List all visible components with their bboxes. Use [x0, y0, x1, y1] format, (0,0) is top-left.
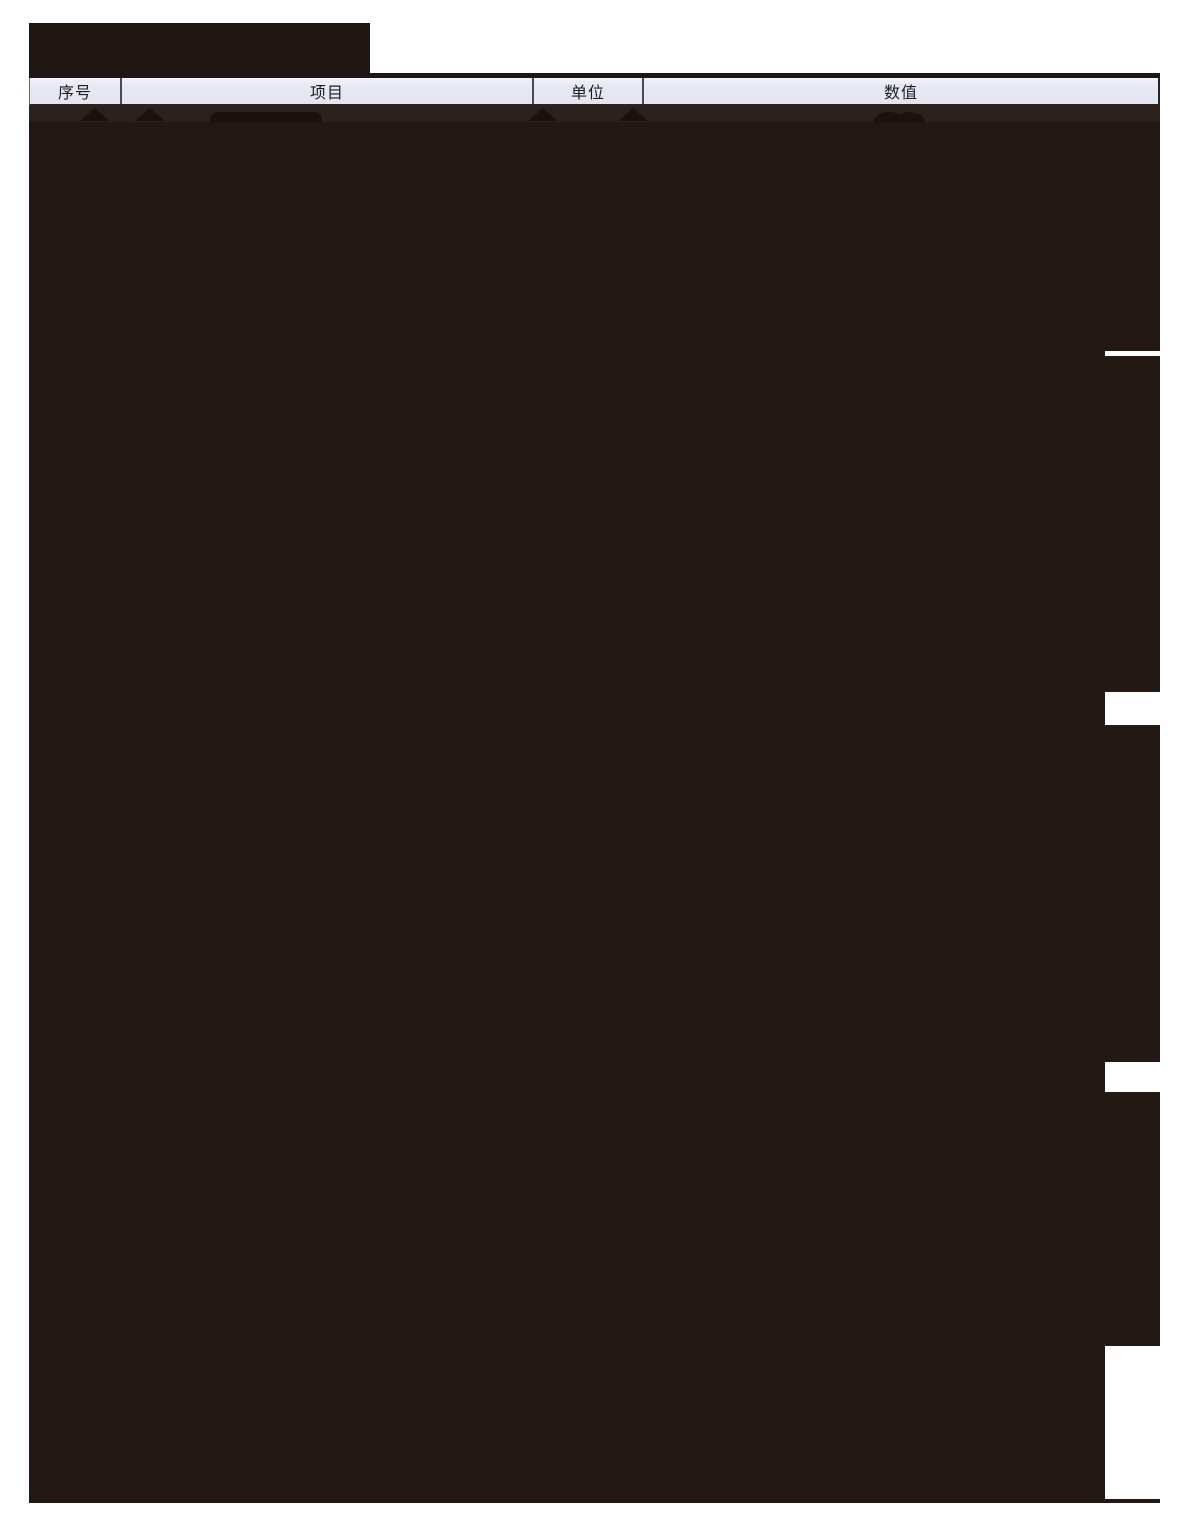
redaction-bump	[873, 112, 905, 123]
redaction-bump	[80, 108, 110, 121]
redaction-bump	[210, 112, 322, 123]
redaction-block-right-2	[1105, 356, 1160, 692]
redaction-bump	[528, 108, 558, 121]
column-header-item: 项目	[120, 78, 532, 104]
redaction-block-right-3	[1105, 725, 1160, 1062]
redaction-bump	[135, 108, 165, 121]
column-header-serial-number: 序号	[30, 78, 120, 104]
column-header-value: 数值	[642, 78, 1158, 104]
redaction-top-band	[29, 106, 1160, 122]
redaction-bump	[618, 108, 648, 121]
header-top-rule	[29, 73, 1160, 78]
table-bottom-border	[1105, 1499, 1160, 1503]
title-redaction-block	[29, 23, 370, 78]
redaction-block-right-4	[1105, 1092, 1160, 1346]
redaction-block-main	[29, 106, 1105, 1503]
redaction-bump	[893, 112, 925, 123]
table-header-row: 序号 项目 单位 数值	[29, 78, 1160, 106]
column-header-unit: 单位	[532, 78, 642, 104]
redaction-block-right-1	[1105, 106, 1160, 351]
